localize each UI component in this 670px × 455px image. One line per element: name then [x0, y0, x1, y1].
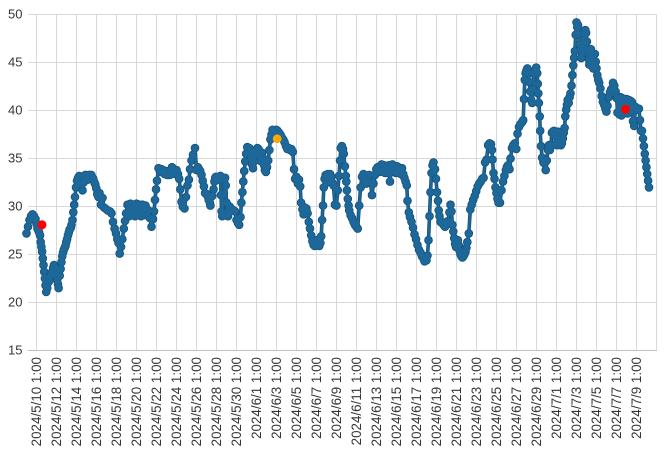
- svg-text:2024/7/3 1:00: 2024/7/3 1:00: [569, 357, 584, 439]
- svg-text:2024/5/10 1:00: 2024/5/10 1:00: [29, 357, 44, 446]
- svg-text:2024/6/23 1:00: 2024/6/23 1:00: [469, 357, 484, 446]
- svg-text:2024/6/13 1:00: 2024/6/13 1:00: [369, 357, 384, 446]
- svg-text:45: 45: [8, 55, 22, 70]
- svg-text:35: 35: [8, 150, 22, 165]
- svg-text:2024/6/19 1:00: 2024/6/19 1:00: [429, 357, 444, 446]
- svg-text:2024/7/7 1:00: 2024/7/7 1:00: [609, 357, 624, 439]
- svg-text:2024/6/7 1:00: 2024/6/7 1:00: [309, 357, 324, 439]
- svg-text:2024/5/14 1:00: 2024/5/14 1:00: [69, 357, 84, 446]
- svg-text:2024/6/3 1:00: 2024/6/3 1:00: [269, 357, 284, 439]
- svg-text:2024/6/9 1:00: 2024/6/9 1:00: [329, 357, 344, 439]
- svg-text:2024/6/17 1:00: 2024/6/17 1:00: [409, 357, 424, 446]
- svg-text:2024/6/11 1:00: 2024/6/11 1:00: [349, 357, 364, 445]
- svg-text:2024/5/18 1:00: 2024/5/18 1:00: [109, 357, 124, 446]
- svg-text:25: 25: [8, 246, 22, 261]
- svg-text:2024/5/12 1:00: 2024/5/12 1:00: [49, 357, 64, 446]
- svg-text:2024/6/27 1:00: 2024/6/27 1:00: [509, 357, 524, 446]
- svg-text:2024/5/20 1:00: 2024/5/20 1:00: [129, 357, 144, 446]
- svg-text:2024/7/5 1:00: 2024/7/5 1:00: [589, 357, 604, 439]
- svg-text:2024/5/22 1:00: 2024/5/22 1:00: [149, 357, 164, 446]
- svg-text:15: 15: [8, 342, 22, 357]
- svg-text:2024/6/15 1:00: 2024/6/15 1:00: [389, 357, 404, 446]
- svg-text:2024/5/28 1:00: 2024/5/28 1:00: [209, 357, 224, 446]
- svg-text:50: 50: [8, 7, 22, 22]
- svg-text:2024/5/26 1:00: 2024/5/26 1:00: [189, 357, 204, 446]
- svg-text:2024/7/1 1:00: 2024/7/1 1:00: [549, 357, 564, 439]
- svg-text:2024/5/30 1:00: 2024/5/30 1:00: [229, 357, 244, 446]
- svg-text:2024/6/1 1:00: 2024/6/1 1:00: [249, 357, 264, 439]
- svg-text:2024/6/25 1:00: 2024/6/25 1:00: [489, 357, 504, 446]
- svg-text:30: 30: [8, 198, 22, 213]
- svg-text:2024/5/24 1:00: 2024/5/24 1:00: [169, 357, 184, 446]
- svg-text:2024/5/16 1:00: 2024/5/16 1:00: [89, 357, 104, 446]
- svg-text:40: 40: [8, 102, 22, 117]
- svg-text:2024/6/21 1:00: 2024/6/21 1:00: [449, 357, 464, 446]
- svg-text:20: 20: [8, 294, 22, 309]
- svg-text:2024/7/9 1:00: 2024/7/9 1:00: [629, 357, 644, 439]
- svg-text:2024/6/29 1:00: 2024/6/29 1:00: [529, 357, 544, 446]
- svg-text:2024/6/5 1:00: 2024/6/5 1:00: [289, 357, 304, 439]
